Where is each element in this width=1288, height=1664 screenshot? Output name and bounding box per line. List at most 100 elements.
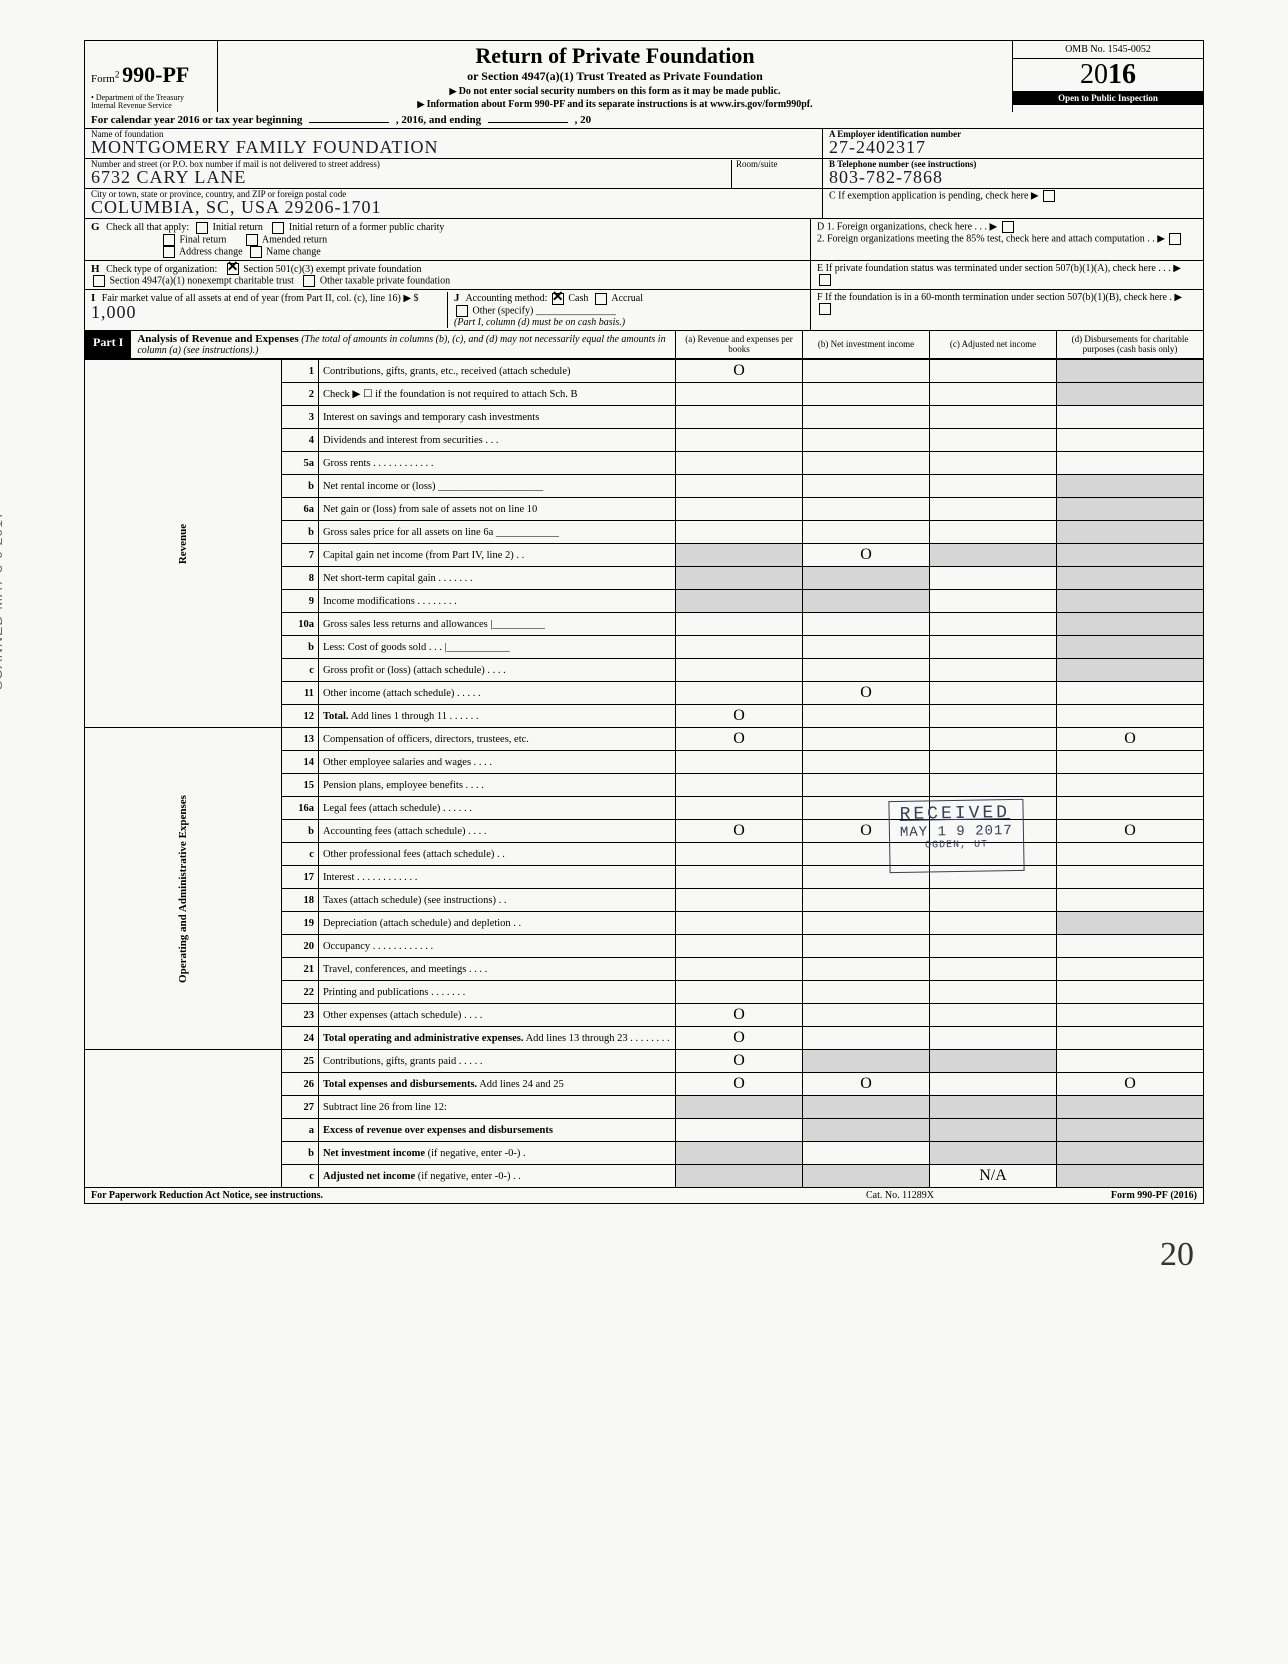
g-opt1: Initial return of a former public charit… bbox=[289, 222, 445, 233]
g-initial-return[interactable] bbox=[196, 222, 208, 234]
amt-col-d bbox=[1057, 705, 1204, 728]
line-desc: Gross sales less returns and allowances … bbox=[318, 613, 675, 636]
hw-value: N/A bbox=[979, 1167, 1007, 1184]
amt-col-c bbox=[930, 1050, 1057, 1073]
hw-value: O bbox=[733, 362, 745, 379]
amt-col-b bbox=[803, 1165, 930, 1188]
amt-col-a bbox=[676, 958, 803, 981]
j-other[interactable] bbox=[456, 305, 468, 317]
amt-col-b bbox=[803, 889, 930, 912]
inst-line-2: Information about Form 990-PF and its se… bbox=[224, 99, 1006, 110]
d2-label: 2. Foreign organizations meeting the 85%… bbox=[817, 233, 1165, 244]
amt-col-b bbox=[803, 475, 930, 498]
amt-col-a bbox=[676, 544, 803, 567]
line-number: b bbox=[281, 820, 318, 843]
vcat-expenses: Operating and Administrative Expenses bbox=[85, 728, 282, 1050]
footer-form: Form 990-PF (2016) bbox=[991, 1188, 1203, 1203]
amt-col-a bbox=[676, 406, 803, 429]
line-number: 7 bbox=[281, 544, 318, 567]
h-opt3: Other taxable private foundation bbox=[320, 276, 450, 287]
d2-checkbox[interactable] bbox=[1169, 233, 1181, 245]
cy-a: For calendar year 2016 or tax year begin… bbox=[91, 114, 302, 126]
amt-col-a bbox=[676, 912, 803, 935]
c-checkbox[interactable] bbox=[1043, 190, 1055, 202]
header-middle: Return of Private Foundation or Section … bbox=[218, 41, 1013, 112]
hw-value: O bbox=[1124, 1075, 1136, 1092]
amt-col-d bbox=[1057, 1165, 1204, 1188]
j-key: J bbox=[454, 292, 460, 304]
col-c-head: (c) Adjusted net income bbox=[929, 331, 1056, 358]
line-number: 21 bbox=[281, 958, 318, 981]
amt-col-d bbox=[1057, 1119, 1204, 1142]
amt-col-d bbox=[1057, 383, 1204, 406]
f-block: F If the foundation is in a 60-month ter… bbox=[811, 290, 1203, 330]
g-former-public[interactable] bbox=[272, 222, 284, 234]
j-accrual[interactable] bbox=[595, 293, 607, 305]
amt-col-c bbox=[930, 383, 1057, 406]
amt-col-d bbox=[1057, 636, 1204, 659]
line-number: 19 bbox=[281, 912, 318, 935]
h-501c3[interactable] bbox=[227, 263, 239, 275]
received-stamp: RECEIVED MAY 1 9 2017 OGDEN, UT bbox=[889, 799, 1025, 873]
amt-col-c bbox=[930, 1073, 1057, 1096]
line-desc: Gross rents . . . . . . . . . . . . bbox=[318, 452, 675, 475]
amt-col-b bbox=[803, 958, 930, 981]
g-addr-change[interactable] bbox=[163, 246, 175, 258]
amt-col-b bbox=[803, 521, 930, 544]
amt-col-b bbox=[803, 935, 930, 958]
header-left: Form2 990-PF • Department of the Treasur… bbox=[85, 41, 218, 112]
amt-col-d: O bbox=[1057, 820, 1204, 843]
amt-col-a bbox=[676, 751, 803, 774]
amt-col-d bbox=[1057, 406, 1204, 429]
i-label: Fair market value of all assets at end o… bbox=[102, 293, 419, 304]
g-amended[interactable] bbox=[246, 234, 258, 246]
amt-col-b bbox=[803, 1050, 930, 1073]
e-checkbox[interactable] bbox=[819, 274, 831, 286]
amt-col-b: O bbox=[803, 682, 930, 705]
hw-value: O bbox=[860, 546, 872, 563]
amt-col-a bbox=[676, 682, 803, 705]
g-name-change[interactable] bbox=[250, 246, 262, 258]
amt-col-b: O bbox=[803, 544, 930, 567]
line-desc: Capital gain net income (from Part IV, l… bbox=[318, 544, 675, 567]
amt-col-b bbox=[803, 1004, 930, 1027]
amt-col-b bbox=[803, 659, 930, 682]
amt-col-c bbox=[930, 521, 1057, 544]
line-number: b bbox=[281, 636, 318, 659]
amt-col-b bbox=[803, 452, 930, 475]
amt-col-d bbox=[1057, 866, 1204, 889]
amt-col-b bbox=[803, 912, 930, 935]
line-desc: Compensation of officers, directors, tru… bbox=[318, 728, 675, 751]
line-number: c bbox=[281, 843, 318, 866]
line-desc: Other professional fees (attach schedule… bbox=[318, 843, 675, 866]
h-4947[interactable] bbox=[93, 275, 105, 287]
open-inspection: Open to Public Inspection bbox=[1013, 91, 1203, 105]
cy-blank2 bbox=[488, 122, 568, 123]
entity-block: Name of foundation MONTGOMERY FAMILY FOU… bbox=[84, 129, 1204, 219]
g-label: Check all that apply: bbox=[106, 222, 189, 233]
part1-tag: Part I bbox=[85, 331, 131, 358]
f-checkbox[interactable] bbox=[819, 303, 831, 315]
amt-col-a bbox=[676, 1119, 803, 1142]
entity-left: Name of foundation MONTGOMERY FAMILY FOU… bbox=[85, 129, 823, 218]
h-other[interactable] bbox=[303, 275, 315, 287]
amt-col-d bbox=[1057, 475, 1204, 498]
amt-col-b bbox=[803, 1096, 930, 1119]
line-desc: Gross sales price for all assets on line… bbox=[318, 521, 675, 544]
hw-value: O bbox=[1124, 730, 1136, 747]
ein-cell: A Employer identification number 27-2402… bbox=[823, 129, 1203, 159]
line-number: c bbox=[281, 1165, 318, 1188]
hw-value: O bbox=[733, 822, 745, 839]
g-final-return[interactable] bbox=[163, 234, 175, 246]
line-desc: Other expenses (attach schedule) . . . . bbox=[318, 1004, 675, 1027]
line-number: 13 bbox=[281, 728, 318, 751]
foundation-name: MONTGOMERY FAMILY FOUNDATION bbox=[91, 137, 439, 158]
amt-col-d bbox=[1057, 912, 1204, 935]
cy-b: , 2016, and ending bbox=[396, 114, 481, 126]
amt-col-d bbox=[1057, 452, 1204, 475]
h-opt2: Section 4947(a)(1) nonexempt charitable … bbox=[110, 276, 294, 287]
j-cash[interactable] bbox=[552, 293, 564, 305]
d1-checkbox[interactable] bbox=[1002, 221, 1014, 233]
line-number: 25 bbox=[281, 1050, 318, 1073]
amt-col-a bbox=[676, 797, 803, 820]
